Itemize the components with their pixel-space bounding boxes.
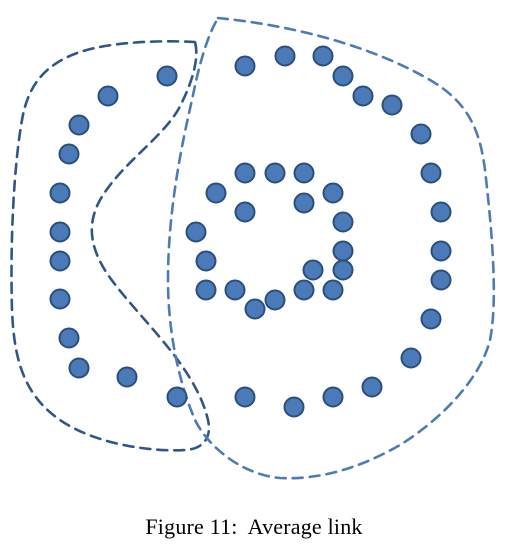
data-point xyxy=(246,300,265,319)
data-point xyxy=(168,388,187,407)
data-point xyxy=(295,194,314,213)
data-point xyxy=(324,184,343,203)
data-point xyxy=(187,223,206,242)
data-point xyxy=(236,164,255,183)
data-point xyxy=(412,125,431,144)
data-point xyxy=(266,291,285,310)
left-crescent-points xyxy=(51,67,187,407)
data-point xyxy=(51,290,70,309)
data-point xyxy=(51,252,70,271)
data-point xyxy=(334,213,353,232)
data-point xyxy=(354,87,373,106)
clustering-diagram xyxy=(0,0,508,510)
data-point xyxy=(99,87,118,106)
data-point xyxy=(422,164,441,183)
data-point xyxy=(118,368,137,387)
data-point xyxy=(383,96,402,115)
data-point xyxy=(363,378,382,397)
data-point xyxy=(236,57,255,76)
data-point xyxy=(51,184,70,203)
data-point xyxy=(324,388,343,407)
data-point xyxy=(432,271,451,290)
data-point xyxy=(60,145,79,164)
data-point xyxy=(314,47,333,66)
data-point xyxy=(197,281,216,300)
data-point xyxy=(236,203,255,222)
data-point xyxy=(236,388,255,407)
data-point xyxy=(402,349,421,368)
data-point xyxy=(304,261,323,280)
data-point xyxy=(295,164,314,183)
data-point xyxy=(158,67,177,86)
data-point xyxy=(207,184,226,203)
data-point xyxy=(51,223,70,242)
figure-caption: Figure 11: Average link xyxy=(0,514,508,540)
data-point xyxy=(266,164,285,183)
data-point xyxy=(70,116,89,135)
data-point xyxy=(285,398,304,417)
figure-number: Figure 11: xyxy=(145,514,237,539)
data-point xyxy=(60,329,79,348)
data-point xyxy=(295,281,314,300)
figure-title: Average link xyxy=(248,514,363,539)
data-point xyxy=(334,242,353,261)
data-point xyxy=(432,203,451,222)
data-point xyxy=(432,242,451,261)
data-point xyxy=(70,359,89,378)
data-point xyxy=(334,67,353,86)
data-point xyxy=(276,47,295,66)
data-point xyxy=(422,310,441,329)
data-point xyxy=(324,281,343,300)
data-point xyxy=(226,281,245,300)
inner-ring-points xyxy=(187,164,353,319)
data-point xyxy=(334,261,353,280)
data-point xyxy=(197,252,216,271)
